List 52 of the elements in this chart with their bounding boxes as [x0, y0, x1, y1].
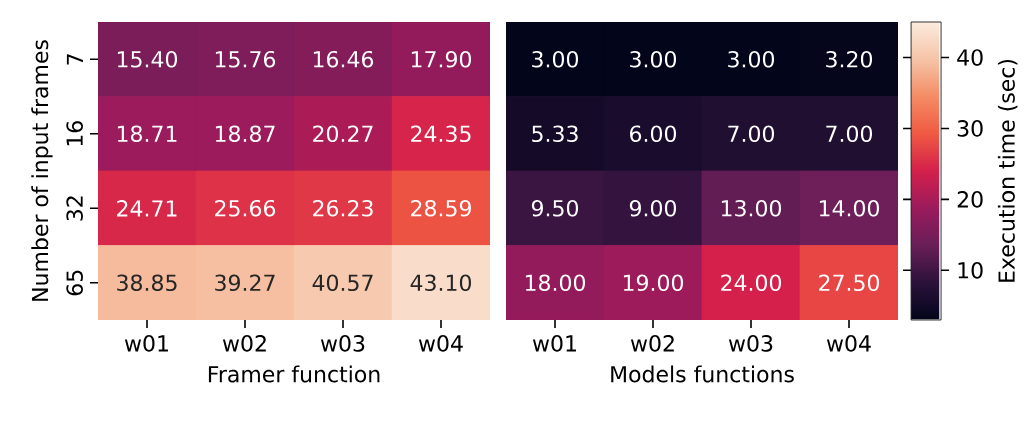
- data-label: 3.00: [728, 50, 775, 68]
- data-label: 3.00: [532, 50, 579, 68]
- y-tick-label: 7: [66, 54, 83, 65]
- data-label: 15.40: [117, 50, 177, 68]
- x-tick-label: w04: [826, 335, 871, 352]
- data-label: 39.27: [215, 274, 275, 292]
- x-axis-title: Models functions: [611, 365, 794, 383]
- data-label: 3.00: [630, 50, 677, 68]
- color-bar-label: 30: [957, 120, 983, 137]
- y-tick-label: 16: [66, 121, 83, 146]
- data-label: 17.90: [411, 50, 471, 68]
- data-label: 38.85: [117, 274, 177, 292]
- data-label: 25.66: [215, 199, 276, 217]
- color-bar-title: Execution time (sec): [997, 59, 1018, 282]
- data-label: 9.50: [531, 199, 579, 217]
- data-label: 3.20: [826, 50, 873, 68]
- data-label: 14.00: [819, 199, 879, 217]
- data-label: 24.35: [411, 125, 471, 143]
- x-axis-title: Framer function: [208, 365, 380, 383]
- y-axis-title: Number of input frames: [31, 40, 53, 301]
- data-label: 18.00: [525, 274, 586, 292]
- x-tick-label: w03: [728, 335, 773, 352]
- y-tick-label: 32: [66, 196, 83, 221]
- x-tick-label: w03: [320, 335, 365, 352]
- color-bar-label: 20: [957, 191, 983, 208]
- data-label: 28.59: [411, 199, 471, 217]
- data-label: 7.00: [728, 125, 775, 143]
- data-label: 15.76: [215, 50, 276, 68]
- data-label: 18.71: [117, 125, 177, 143]
- x-tick-label: w01: [532, 335, 576, 352]
- data-label: 6.00: [630, 125, 677, 143]
- data-label: 24.71: [117, 200, 177, 217]
- data-label: 20.27: [313, 125, 373, 143]
- x-tick-label: w02: [222, 335, 266, 352]
- data-label: 7.00: [826, 125, 873, 143]
- color-bar-label: 40: [957, 49, 983, 66]
- color-bar-label: 10: [958, 262, 983, 279]
- data-label: 19.00: [623, 274, 683, 292]
- data-label: 18.87: [215, 125, 275, 143]
- data-label: 24.00: [721, 274, 781, 292]
- data-label: 40.57: [312, 274, 373, 292]
- data-label: 43.10: [410, 274, 471, 292]
- data-label: 16.46: [313, 50, 374, 68]
- data-label: 5.33: [532, 125, 578, 143]
- y-tick-label: 65: [66, 270, 83, 296]
- x-tick-label: w04: [418, 335, 463, 352]
- x-tick-label: w02: [630, 335, 674, 352]
- data-label: 26.23: [313, 199, 373, 217]
- x-tick-label: w01: [124, 335, 168, 352]
- data-label: 27.50: [819, 274, 879, 292]
- data-label: 13.00: [721, 199, 781, 217]
- data-label: 9.00: [629, 199, 677, 217]
